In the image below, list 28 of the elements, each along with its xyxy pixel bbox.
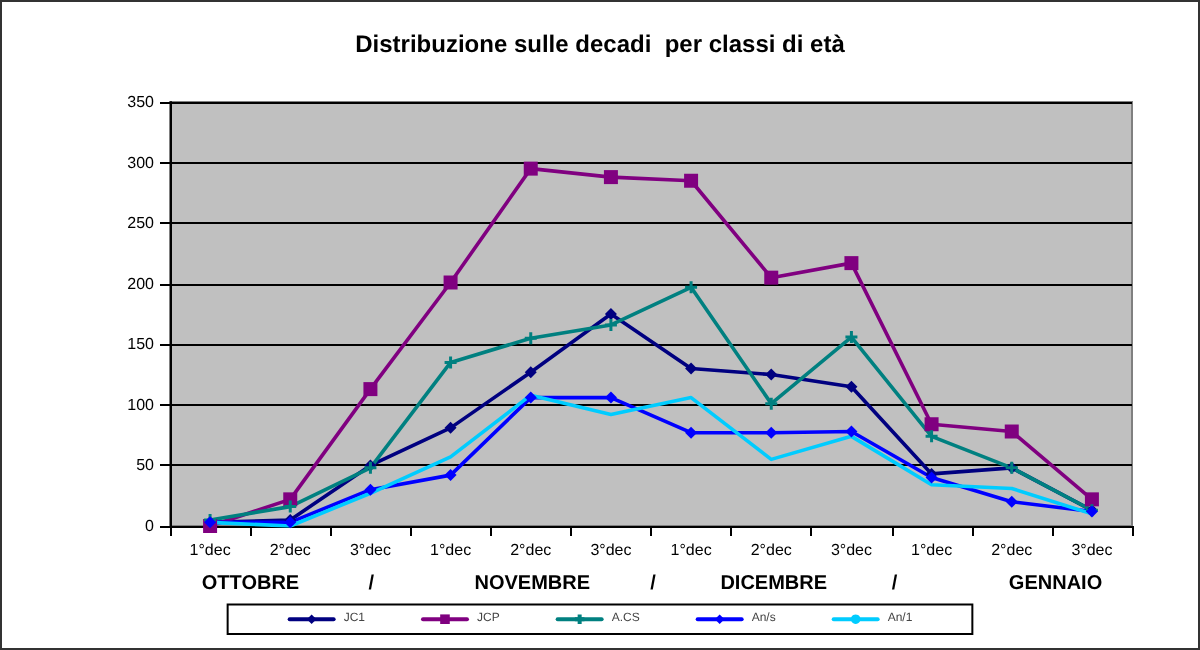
text: NOVEMBRE <box>474 573 591 595</box>
y-tick-label: 200 <box>127 274 156 293</box>
x-tick-label: 1°dec <box>911 541 953 559</box>
chart-title: Distribuzione sulle decadi per classi di età <box>355 30 846 58</box>
x-tick-label: 2°dec <box>269 541 311 559</box>
x-tick-label: 2°dec <box>510 541 552 559</box>
y-tick-label: 350 <box>127 93 156 111</box>
x-tick-label: 3°dec <box>830 541 872 559</box>
text: / <box>650 573 657 595</box>
text: / <box>891 573 898 595</box>
x-tick-label: 3°dec <box>1071 541 1113 559</box>
y-tick-label: 50 <box>136 456 156 475</box>
x-tick-label: 1°dec <box>189 541 231 559</box>
text: GENNAIO <box>1008 573 1103 595</box>
x-tick-label: 3°dec <box>590 541 632 559</box>
x-tick-label: 3°dec <box>349 541 391 559</box>
y-tick-label: 0 <box>145 517 156 535</box>
x-tick-label: 2°dec <box>750 541 792 559</box>
text: / <box>368 573 375 595</box>
y-tick-label: 100 <box>127 395 156 414</box>
x-tick-label: 1°dec <box>430 541 472 559</box>
y-tick-label: 150 <box>127 335 156 354</box>
y-tick-label: 300 <box>127 153 156 172</box>
text: OTTOBRE <box>201 573 300 595</box>
y-tick-label: 250 <box>127 214 156 233</box>
text: DICEMBRE <box>720 573 828 595</box>
x-tick-label: 2°dec <box>991 541 1033 559</box>
x-tick-label: 1°dec <box>670 541 712 559</box>
